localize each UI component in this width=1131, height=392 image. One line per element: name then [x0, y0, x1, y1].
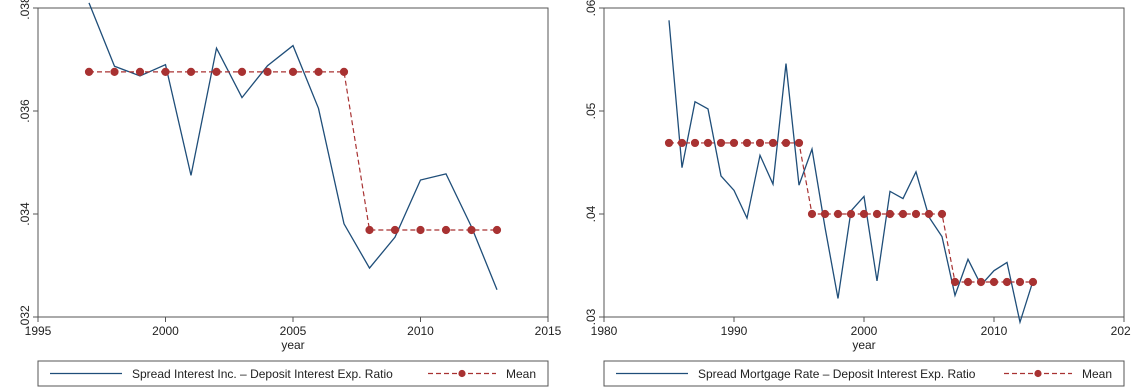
mean-point — [755, 138, 765, 148]
mean-point — [833, 209, 843, 219]
x-tick-label: 2000 — [152, 324, 179, 338]
mean-point — [186, 67, 196, 76]
mean-point — [1015, 277, 1025, 287]
mean-point — [846, 209, 856, 219]
x-tick-label: 2020 — [1111, 324, 1131, 338]
mean-point — [314, 67, 323, 76]
y-tick-label: .038 — [18, 0, 32, 20]
legend-swatch-mean-marker — [1034, 369, 1042, 378]
mean-point — [1028, 277, 1038, 287]
mean-point — [976, 277, 986, 287]
mean-point — [365, 225, 374, 235]
mean-point — [898, 209, 908, 219]
series-line-mean — [89, 71, 497, 231]
legend-label-mean: Mean — [1082, 367, 1112, 381]
legend-label-mean: Mean — [506, 367, 536, 381]
mean-point — [237, 67, 247, 76]
mean-point — [924, 209, 934, 219]
mean-point — [263, 67, 272, 76]
y-tick-label: .05 — [584, 102, 598, 119]
mean-point — [467, 225, 476, 235]
legend-label-main: Spread Interest Inc. – Deposit Interest … — [132, 367, 393, 381]
x-tick-label: 1980 — [591, 324, 618, 338]
x-axis-label: year — [281, 338, 304, 352]
y-tick-label: .04 — [584, 205, 598, 222]
mean-point — [677, 138, 687, 148]
mean-point — [911, 209, 921, 219]
x-tick-label: 2010 — [407, 324, 434, 338]
mean-point — [768, 138, 778, 148]
mean-point — [339, 67, 349, 76]
y-tick-label: .036 — [18, 99, 32, 123]
mean-point — [963, 277, 973, 287]
mean-point — [390, 225, 400, 235]
y-tick-label: .034 — [18, 202, 32, 226]
plot-frame — [37, 7, 549, 318]
mean-point — [84, 67, 94, 76]
mean-point — [989, 277, 999, 287]
x-tick-label: 2015 — [535, 324, 562, 338]
legend-2: Spread Mortgage Rate – Deposit Interest … — [603, 360, 1125, 387]
y-tick-label: .03 — [584, 308, 598, 325]
y-tick-label: .032 — [18, 305, 32, 329]
mean-point — [135, 67, 145, 76]
legend-1: Spread Interest Inc. – Deposit Interest … — [37, 360, 549, 387]
mean-point — [885, 209, 895, 219]
mean-point — [807, 209, 817, 219]
mean-point — [664, 138, 674, 148]
mean-point — [820, 209, 830, 219]
x-tick-label: 2010 — [981, 324, 1008, 338]
mean-point — [794, 138, 804, 148]
series-line-main — [668, 20, 1034, 325]
mean-point — [716, 138, 726, 148]
mean-point — [703, 138, 713, 148]
y-tick-label: .06 — [584, 0, 598, 16]
mean-point — [950, 277, 960, 287]
mean-point — [1002, 277, 1012, 287]
mean-point — [781, 138, 791, 148]
mean-point — [416, 225, 425, 235]
x-axis-label: year — [852, 338, 875, 352]
x-tick-label: 2000 — [851, 324, 878, 338]
mean-point — [690, 138, 700, 148]
legend-label-main: Spread Mortgage Rate – Deposit Interest … — [698, 367, 976, 381]
mean-point — [288, 67, 298, 76]
mean-point — [742, 138, 752, 148]
x-tick-label: 1995 — [25, 324, 52, 338]
mean-point — [937, 209, 947, 219]
chart-1: 1995 2000 2005 2010 2015 .032 .034 .036 .038 year — [18, 0, 562, 352]
x-tick-label: 2005 — [280, 324, 307, 338]
mean-point — [492, 225, 502, 235]
mean-point — [161, 67, 170, 76]
mean-point — [859, 209, 869, 219]
mean-point — [212, 67, 221, 76]
legend-swatch-mean-marker — [458, 369, 466, 378]
chart-2: 1980 1990 2000 2010 2020 .03 .04 .05 .06 year — [584, 0, 1131, 352]
mean-point — [729, 138, 739, 148]
series-line-main — [88, 2, 498, 290]
mean-point — [110, 67, 119, 76]
mean-point — [872, 209, 882, 219]
x-tick-label: 1990 — [721, 324, 748, 338]
mean-point — [441, 225, 451, 235]
